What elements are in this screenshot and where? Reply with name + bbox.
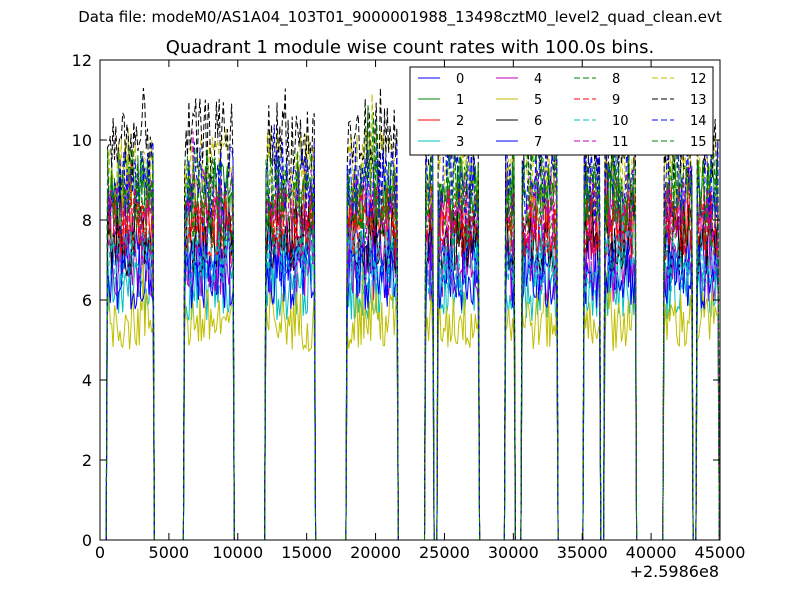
legend-label-6: 6 [534,114,542,129]
figure-suptitle: Data file: modeM0/AS1A04_103T01_90000019… [78,8,722,26]
legend-label-0: 0 [456,72,464,87]
x-tick-label: 35000 [557,543,608,562]
y-tick-label: 12 [72,51,92,70]
x-tick-label: 10000 [212,543,263,562]
x-tick-label: 45000 [695,543,746,562]
legend-label-13: 13 [690,93,707,108]
x-tick-label: 5000 [149,543,190,562]
legend-label-9: 9 [612,93,620,108]
legend-label-5: 5 [534,93,542,108]
series-layer [100,87,720,540]
series-line-8 [100,136,720,540]
x-tick-label: 15000 [281,543,332,562]
series-line-13 [100,87,720,540]
series-line-0 [100,176,720,540]
x-tick-label: 0 [95,543,105,562]
ticks-layer: 0 5000 10000 15000 20000 25000 30000 35000 40000… [72,51,746,562]
y-tick-label: 10 [72,131,92,150]
legend-label-3: 3 [456,135,464,150]
legend-label-11: 11 [612,135,629,150]
legend-label-15: 15 [690,135,707,150]
x-tick-label: 20000 [350,543,401,562]
series-line-1 [100,148,720,540]
legend-label-7: 7 [534,135,542,150]
y-tick-label: 0 [82,531,92,550]
x-tick-label: 25000 [419,543,470,562]
series-line-7 [100,197,720,540]
y-tick-label: 8 [82,211,92,230]
y-tick-label: 4 [82,371,92,390]
x-tick-label: 40000 [626,543,677,562]
legend-label-8: 8 [612,72,620,87]
chart-title: Quadrant 1 module wise count rates with … [166,37,655,58]
series-line-5 [100,249,720,540]
x-offset-label: +2.5986e8 [630,562,719,581]
legend-label-14: 14 [690,114,707,129]
legend-label-4: 4 [534,72,542,87]
legend-box [409,66,714,156]
y-tick-label: 2 [82,451,92,470]
x-tick-label: 30000 [488,543,539,562]
legend-label-12: 12 [690,72,707,87]
series-line-10 [100,182,720,540]
legend-label-10: 10 [612,114,629,129]
legend-label-1: 1 [456,93,464,108]
series-line-15 [100,105,720,540]
legend-label-2: 2 [456,114,464,129]
series-line-11 [100,131,720,540]
series-line-3 [100,222,720,540]
y-tick-label: 6 [82,291,92,310]
